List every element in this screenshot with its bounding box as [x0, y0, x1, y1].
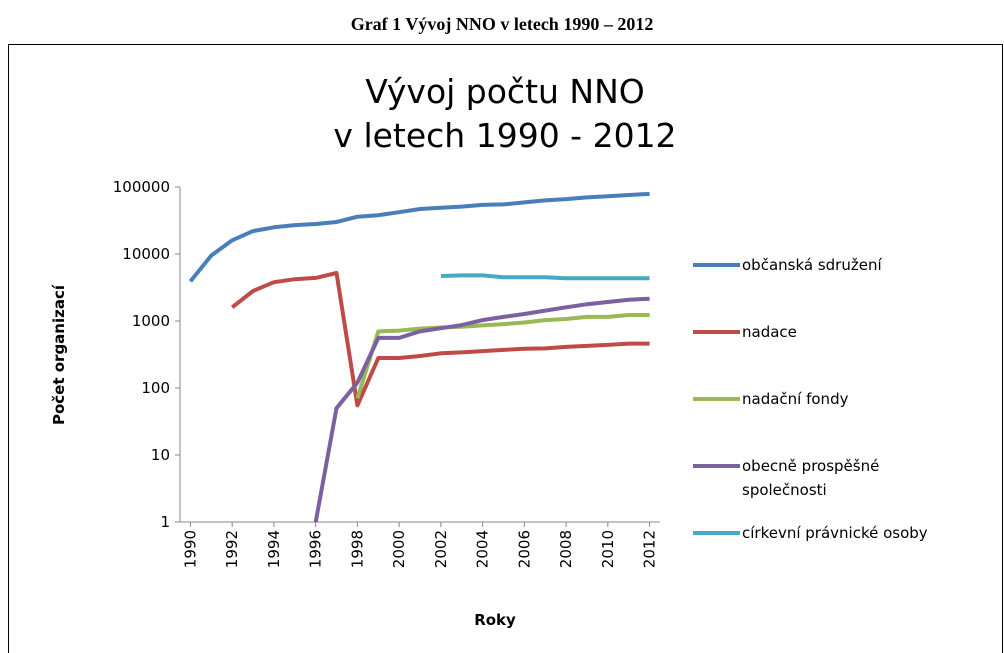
x-tick-label: 2010: [599, 530, 617, 568]
legend-label: nadace: [742, 323, 797, 341]
x-tick-label: 1996: [307, 530, 325, 568]
x-tick-label: 1990: [181, 530, 199, 568]
legend-label: církevní právnické osoby: [742, 524, 928, 542]
caption: Graf 1 Vývoj NNO v letech 1990 – 2012: [350, 14, 654, 34]
x-tick-label: 2012: [641, 530, 659, 568]
series-line: [230, 271, 650, 408]
x-tick-label: 2000: [390, 530, 408, 568]
x-tick-label: 2002: [432, 530, 450, 568]
y-tick-label: 10000: [122, 245, 170, 263]
x-tick-label: 2008: [557, 530, 575, 568]
y-tick-label: 10: [151, 446, 170, 464]
x-tick-label: 2006: [515, 530, 533, 568]
x-tick-label: 2004: [474, 530, 492, 568]
y-tick-label: 1: [160, 513, 170, 531]
legend-label: obecně prospěšné společnosti: [742, 457, 880, 499]
chart-title: Vývoj počtu NNO v letech 1990 - 2012: [333, 72, 677, 155]
x-tick-label: 1998: [348, 530, 366, 568]
x-axis-label: Roky: [474, 611, 516, 629]
legend-label: nadační fondy: [742, 390, 849, 408]
y-tick-label: 100: [141, 379, 170, 397]
x-tick-label: 1992: [223, 530, 241, 568]
series-line: [355, 313, 650, 399]
y-axis-label: Počet organizací: [50, 284, 68, 425]
chart-frame: [8, 44, 1003, 653]
series-line: [440, 273, 650, 281]
y-tick-label: 100000: [113, 178, 170, 196]
x-tick-label: 1994: [265, 530, 283, 568]
legend-label: občanská sdružení: [742, 256, 882, 274]
y-tick-label: 1000: [132, 312, 170, 330]
series-line: [313, 296, 650, 523]
series-line: [188, 191, 650, 283]
